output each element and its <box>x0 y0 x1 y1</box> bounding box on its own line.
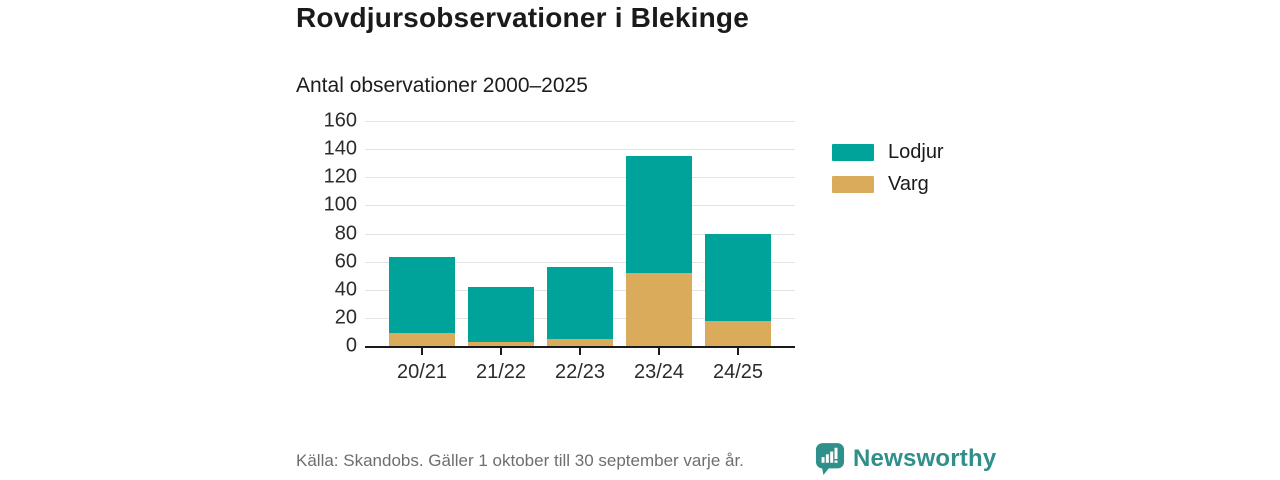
legend-swatch-lodjur <box>832 143 874 161</box>
y-tick-label-120: 120 <box>323 165 357 188</box>
x-tick <box>500 348 502 355</box>
gridline-160 <box>365 121 795 122</box>
bar-segment-varg <box>547 338 613 346</box>
legend-item-varg: Varg <box>832 172 944 195</box>
legend-label-lodjur: Lodjur <box>888 140 944 163</box>
y-tick-label-40: 40 <box>334 278 357 301</box>
bar-segment-lodjur <box>626 156 692 273</box>
x-tick-label-22-23: 22/23 <box>554 361 606 383</box>
legend-item-lodjur: Lodjur <box>832 140 944 163</box>
gridline-80 <box>365 233 795 235</box>
x-tick <box>421 348 423 355</box>
legend-swatch-varg <box>832 175 874 193</box>
gridline-120 <box>365 177 795 179</box>
bar-segment-varg <box>705 320 771 346</box>
x-tick-label-20-21: 20/21 <box>396 361 448 383</box>
newsworthy-brand: Newsworthy <box>815 442 996 476</box>
x-tick-label-23-24: 23/24 <box>633 361 685 383</box>
x-tick <box>658 348 660 355</box>
x-tick <box>737 348 739 355</box>
bar-20-21: 20/21 <box>389 121 455 383</box>
x-tick <box>579 348 581 355</box>
legend: Lodjur Varg <box>832 140 944 206</box>
y-tick-label-160: 160 <box>323 109 357 132</box>
gridline-100 <box>365 205 795 207</box>
y-tick-label-100: 100 <box>323 193 357 216</box>
bar-21-22: 21/22 <box>468 121 534 383</box>
bar-segment-varg <box>389 333 455 346</box>
x-tick-label-21-22: 21/22 <box>475 361 527 383</box>
bar-22-23: 22/23 <box>547 121 613 383</box>
legend-label-varg: Varg <box>888 172 929 195</box>
bar-segment-lodjur <box>547 267 613 339</box>
gridline-140 <box>365 149 795 151</box>
plot-area: 20/21 21/22 22/23 23/24 24/25 <box>365 121 795 383</box>
source-note: Källa: Skandobs. Gäller 1 oktober till 3… <box>296 451 744 470</box>
bar-segment-varg <box>468 341 534 346</box>
y-tick-label-0: 0 <box>345 334 357 357</box>
x-tick-label-24-25: 24/25 <box>712 361 764 383</box>
chart-title: Rovdjursobservationer i Blekinge <box>296 2 749 33</box>
bar-segment-varg <box>626 272 692 346</box>
bar-segment-lodjur <box>705 233 771 321</box>
chart-subtitle: Antal observationer 2000–2025 <box>296 74 588 97</box>
bar-segment-lodjur <box>389 257 455 334</box>
bar-24-25: 24/25 <box>705 121 771 383</box>
bar-segment-lodjur <box>468 286 534 342</box>
newsworthy-logo-icon <box>815 443 845 475</box>
y-tick-label-60: 60 <box>334 250 357 273</box>
gridline-60 <box>365 261 795 263</box>
brand-wordmark: Newsworthy <box>853 445 997 472</box>
y-axis: 0 20 40 60 80 100 120 140 160 <box>285 110 357 357</box>
y-tick-label-140: 140 <box>323 137 357 160</box>
bar-23-24: 23/24 <box>626 121 692 383</box>
y-tick-label-20: 20 <box>334 306 357 329</box>
y-tick-label-80: 80 <box>334 222 357 244</box>
